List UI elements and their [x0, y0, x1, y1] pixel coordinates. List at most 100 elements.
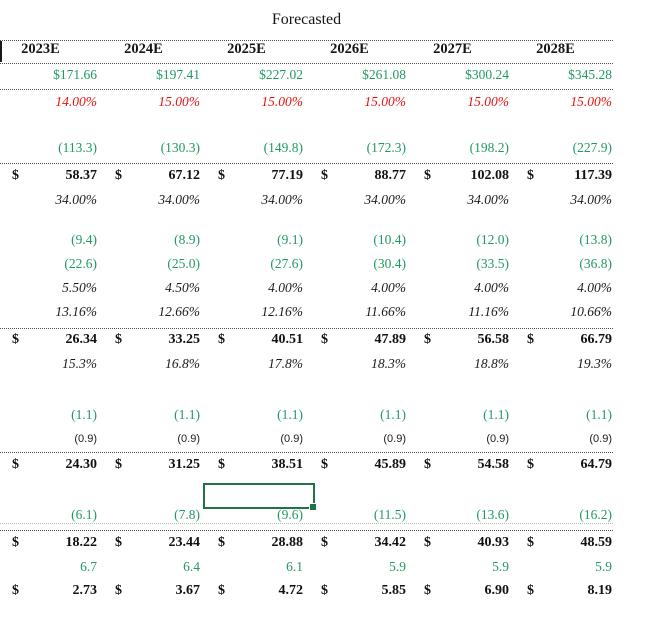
cell-value: 54.58: [477, 457, 510, 472]
cell-value: 2.73: [72, 583, 98, 598]
cell-value: 67.12: [168, 168, 201, 183]
table-row: 34.00% 34.00% 34.00% 34.00% 34.00% 34.00%: [0, 188, 618, 212]
table-cell: $38.51: [206, 453, 309, 477]
table-cell: (13.8): [515, 228, 618, 252]
dollar-sign: $: [115, 332, 122, 347]
cell-value: 18.22: [65, 535, 98, 550]
table-cell: $56.58: [412, 328, 515, 352]
cell-value: 6.1: [286, 559, 303, 574]
dollar-sign: $: [218, 535, 225, 550]
dollar-sign: $: [321, 332, 328, 347]
table-row: 15.3% 16.8% 17.8% 18.3% 18.8% 19.3%: [0, 352, 618, 376]
cell-value: 18.3%: [371, 356, 406, 371]
cell-value: 17.8%: [268, 356, 303, 371]
forecast-section-title: Forecasted: [271, 11, 342, 28]
cell-value: $197.41: [156, 67, 200, 82]
table-cell: (22.6): [0, 252, 103, 276]
cell-value: 26.34: [65, 332, 98, 347]
cell-value: 56.58: [477, 332, 510, 347]
table-cell: $18.22: [0, 531, 103, 555]
table-cell: 34.00%: [515, 188, 618, 212]
cell-value: $261.08: [362, 67, 406, 82]
cell-value: 66.79: [580, 332, 613, 347]
table-row: $24.30 $31.25 $38.51 $45.89 $54.58 $64.79: [0, 453, 618, 477]
table-cell: $4.72: [206, 579, 309, 603]
table-cell: (0.9): [206, 427, 309, 451]
selected-cell[interactable]: [203, 483, 317, 511]
table-cell: $40.51: [206, 328, 309, 352]
dollar-sign: $: [424, 583, 431, 598]
cell-value: 45.89: [374, 457, 407, 472]
table-cell: $28.88: [206, 531, 309, 555]
table-cell: $2.73: [0, 579, 103, 603]
table-cell: $5.85: [309, 579, 412, 603]
cell-value: (25.0): [167, 256, 200, 271]
cell-value: 5.9: [492, 559, 509, 574]
table-cell: (1.1): [0, 403, 103, 427]
table-cell: 34.00%: [412, 188, 515, 212]
table-cell: $67.12: [103, 164, 206, 188]
cell-value: (0.9): [383, 433, 406, 445]
table-cell: (8.9): [103, 228, 206, 252]
table-cell: $117.39: [515, 164, 618, 188]
column-header-2026e: 2026E: [330, 41, 369, 57]
table-cell: $47.89: [309, 328, 412, 352]
table-cell: 11.16%: [412, 300, 515, 324]
cell-value: 34.00%: [158, 192, 200, 207]
table-row: $26.34 $33.25 $40.51 $47.89 $56.58 $66.79: [0, 328, 618, 352]
table-cell: $345.28: [515, 63, 618, 87]
table-cell: 11.66%: [309, 300, 412, 324]
dollar-sign: $: [321, 583, 328, 598]
cell-value: 14.00%: [55, 94, 97, 109]
column-header-2027e: 2027E: [433, 41, 472, 57]
fill-handle[interactable]: [309, 503, 317, 511]
cell-value: (227.9): [572, 140, 612, 155]
table-cell: (9.6): [206, 503, 309, 527]
table-row: 13.16% 12.66% 12.16% 11.66% 11.16% 10.66%: [0, 300, 618, 324]
cell-value: 11.16%: [468, 304, 509, 319]
dollar-sign: $: [321, 535, 328, 550]
cell-value: (33.5): [476, 256, 509, 271]
table-cell: $24.30: [0, 453, 103, 477]
table-cell: (27.6): [206, 252, 309, 276]
cell-value: 47.89: [374, 332, 407, 347]
table-cell: $197.41: [103, 63, 206, 87]
cell-value: (1.1): [483, 407, 509, 422]
cell-value: 77.19: [271, 168, 304, 183]
cell-value: 15.00%: [467, 94, 509, 109]
table-cell: 18.8%: [412, 352, 515, 376]
table-cell: $8.19: [515, 579, 618, 603]
table-cell: $26.34: [0, 328, 103, 352]
table-cell: $6.90: [412, 579, 515, 603]
table-cell: (6.1): [0, 503, 103, 527]
table-cell: $45.89: [309, 453, 412, 477]
table-cell: $3.67: [103, 579, 206, 603]
table-cell: 6.1: [206, 555, 309, 579]
table-cell: $31.25: [103, 453, 206, 477]
table-cell: (113.3): [0, 136, 103, 160]
cell-value: 15.00%: [364, 94, 406, 109]
cell-value: (149.8): [263, 140, 303, 155]
table-cell: $64.79: [515, 453, 618, 477]
table-row: (6.1) (7.8) (9.6) (11.5) (13.6) (16.2): [0, 503, 618, 527]
column-header-2024e: 2024E: [124, 41, 163, 57]
cell-value: 6.4: [183, 559, 200, 574]
table-cell: 13.16%: [0, 300, 103, 324]
table-cell: 5.9: [309, 555, 412, 579]
dollar-sign: $: [321, 457, 328, 472]
table-cell: (11.5): [309, 503, 412, 527]
cell-value: 12.16%: [261, 304, 303, 319]
table-row: $171.66 $197.41 $227.02 $261.08 $300.24 $345.…: [0, 63, 618, 87]
rule-line: [0, 530, 613, 531]
table-cell: (0.9): [515, 427, 618, 451]
table-row: (9.4) (8.9) (9.1) (10.4) (12.0) (13.8): [0, 228, 618, 252]
table-cell: 15.00%: [103, 90, 206, 114]
dollar-sign: $: [12, 332, 19, 347]
cell-value: 4.00%: [474, 280, 509, 295]
table-cell: 4.00%: [309, 276, 412, 300]
cell-value: (13.6): [476, 507, 509, 522]
table-cell: 15.00%: [309, 90, 412, 114]
cell-value: 16.8%: [165, 356, 200, 371]
table-cell: $171.66: [0, 63, 103, 87]
